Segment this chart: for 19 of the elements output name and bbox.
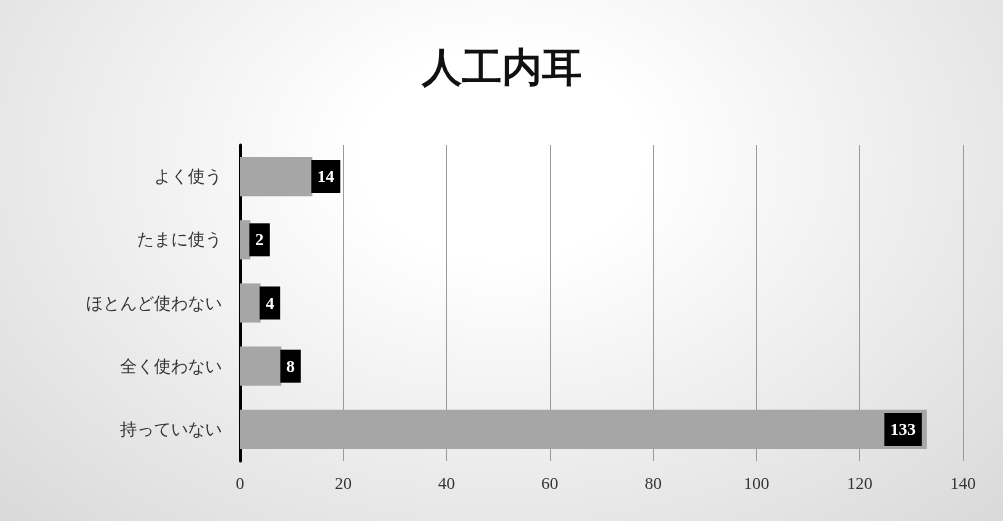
x-tick-label: 140 <box>950 474 976 493</box>
x-tick-label: 120 <box>846 474 873 493</box>
x-tick-label: 60 <box>541 474 559 493</box>
data-label: 4 <box>265 293 275 313</box>
y-tick-label: 全く使わない <box>120 356 222 376</box>
y-tick-label: 持っていない <box>120 419 222 439</box>
y-tick-label: ほとんど使わない <box>86 293 222 313</box>
x-tick-label: 100 <box>743 474 770 493</box>
x-tick-label: 40 <box>438 474 456 493</box>
data-label: 2 <box>255 230 264 250</box>
data-label: 133 <box>890 419 916 439</box>
x-tick-label: 0 <box>235 474 245 493</box>
y-tick-label: よく使う <box>154 167 222 187</box>
data-label: 14 <box>317 167 335 187</box>
y-tick-label: たまに使う <box>137 230 222 250</box>
x-tick-label: 20 <box>334 474 352 493</box>
x-tick-label: 80 <box>644 474 662 493</box>
chart-title: 人工内耳 <box>420 44 582 90</box>
data-label: 8 <box>286 356 295 376</box>
